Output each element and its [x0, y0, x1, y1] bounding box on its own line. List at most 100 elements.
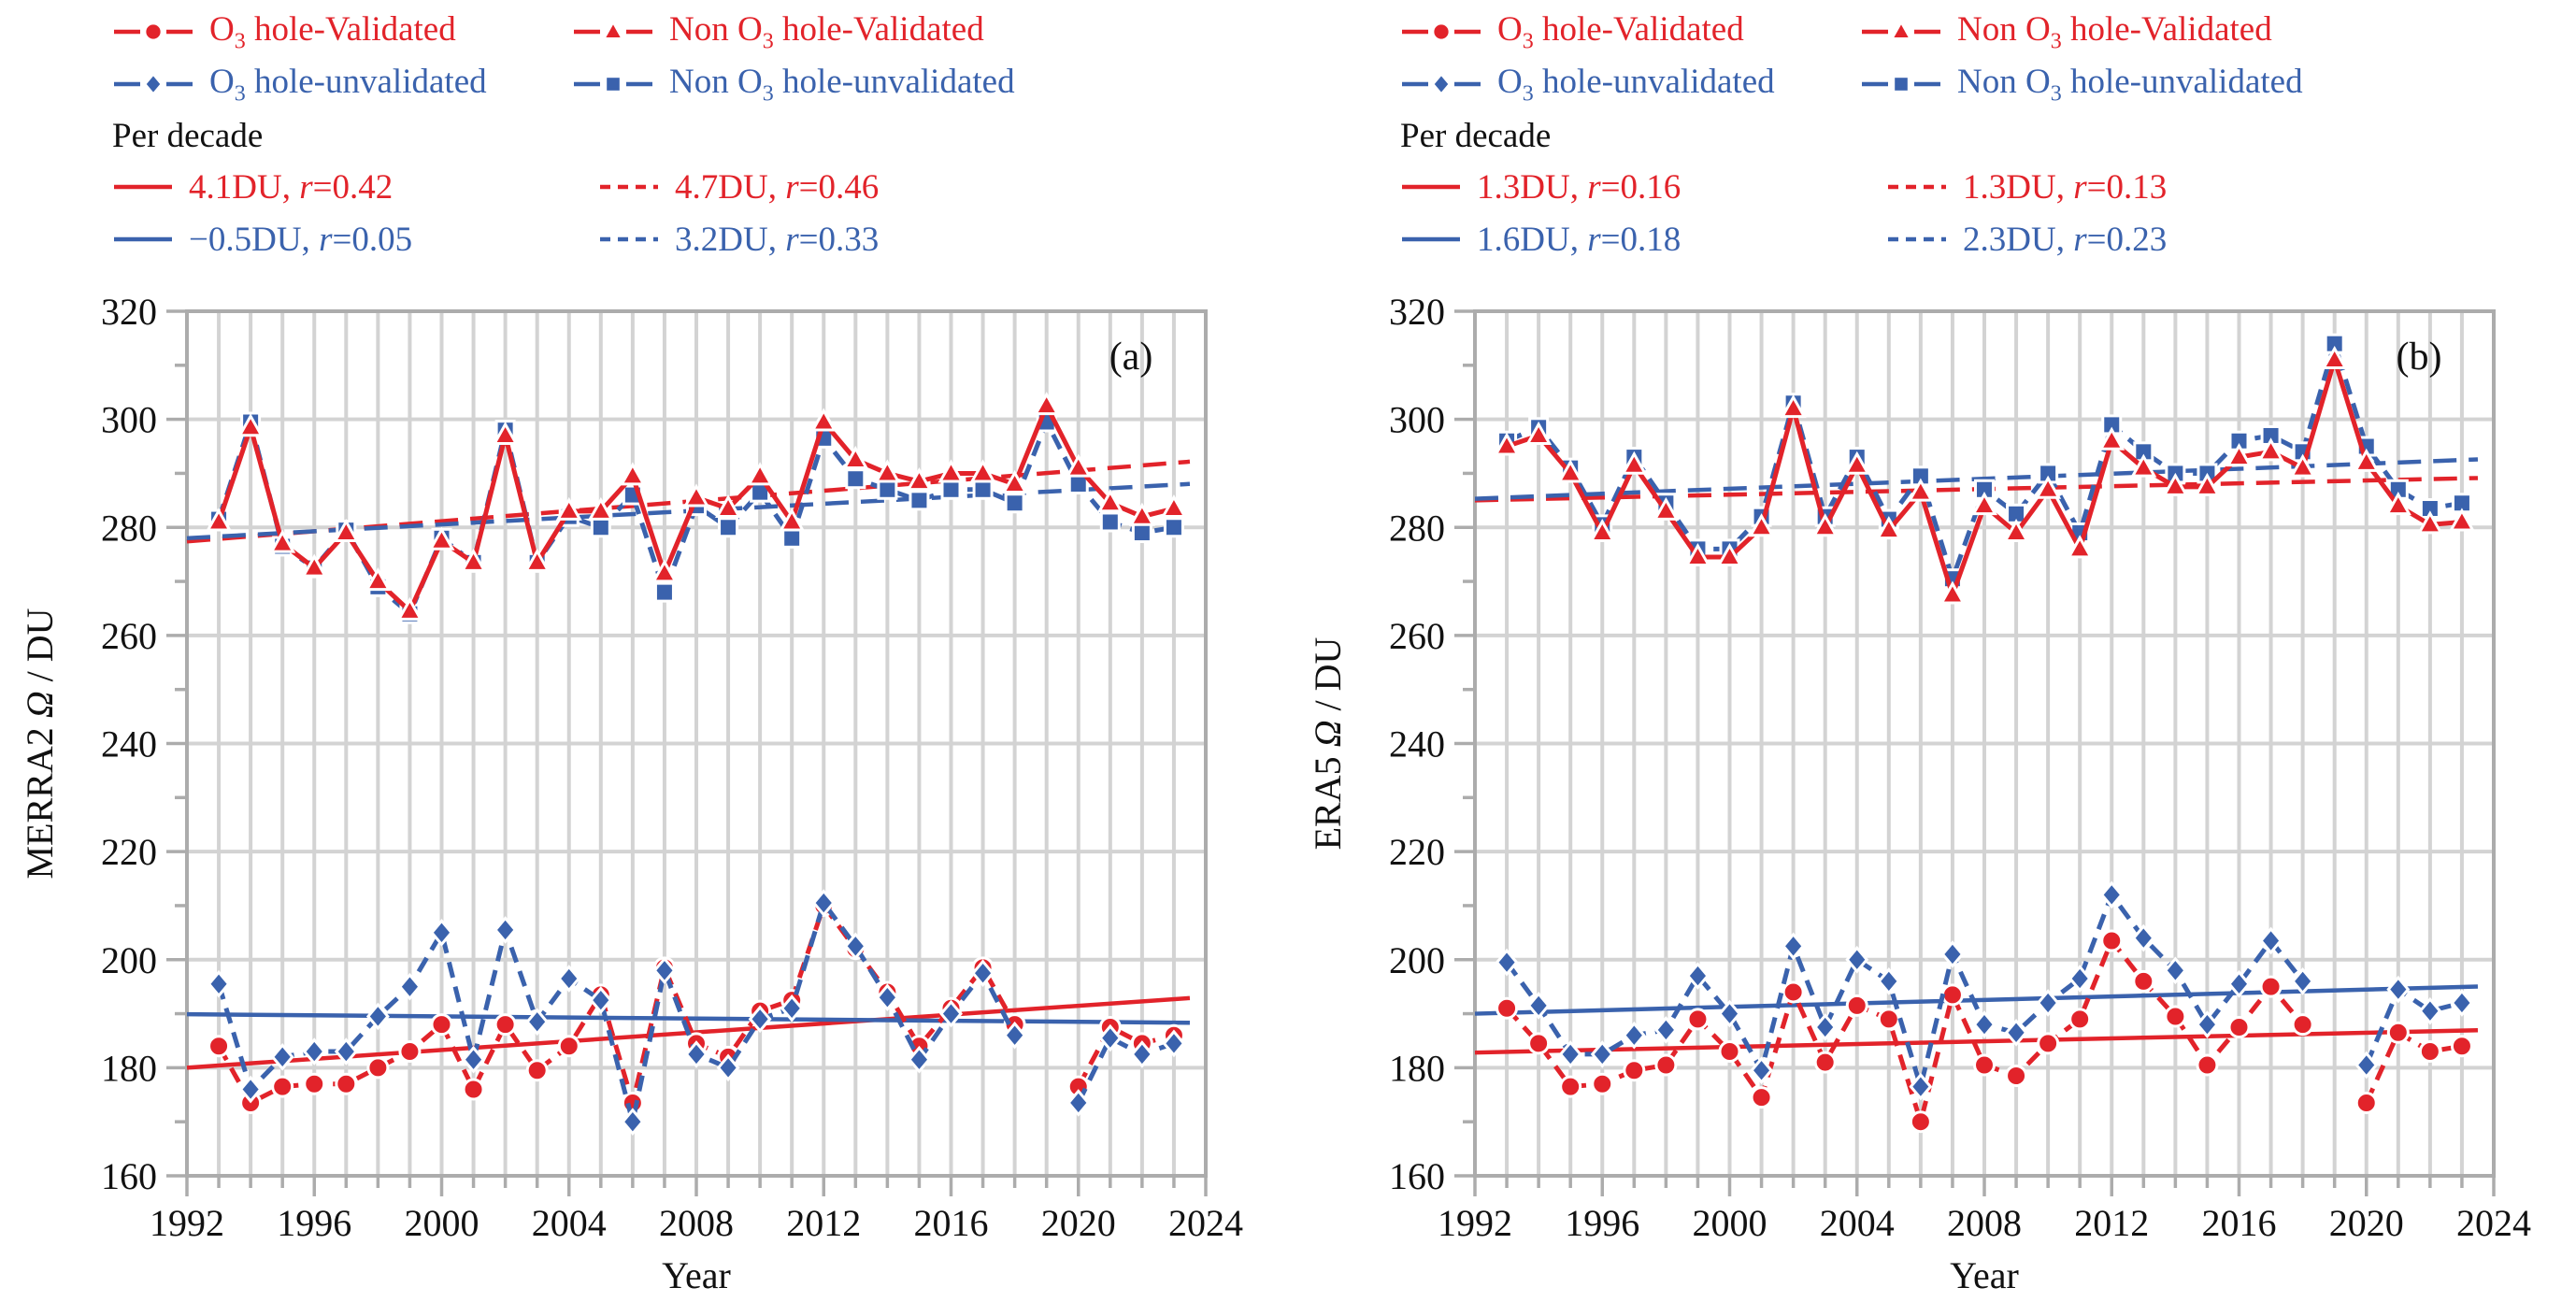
- triangle-marker-icon: [651, 559, 678, 583]
- legend-row: O3 hole-Validated Non O3 hole-Validated: [112, 6, 1015, 58]
- legend-entry-non_o3_validated: Non O3 hole-Validated: [1860, 9, 2272, 54]
- trend-stat-entry: 1.6DU, r=0.18: [1400, 220, 1886, 260]
- svg-text:2016: 2016: [914, 1202, 989, 1244]
- trend-stat-entry: 1.3DU, r=0.13: [1886, 167, 2167, 207]
- diamond-marker-icon: [1622, 1021, 1646, 1050]
- diamond-marker-icon: [2354, 1051, 2379, 1080]
- legend-series-label: O3 hole-unvalidated: [1497, 62, 1775, 107]
- diamond-marker-icon: [1130, 1040, 1154, 1068]
- trend-swatch: [598, 223, 660, 255]
- trend-stat-entry: 1.3DU, r=0.16: [1400, 167, 1886, 207]
- diamond-marker-icon: [843, 932, 867, 961]
- legend-series-label: O3 hole-Validated: [1497, 9, 1744, 54]
- triangle-marker-icon: [2035, 475, 2062, 499]
- diamond-marker-icon: [270, 1042, 294, 1071]
- panel-tag: (b): [2397, 336, 2442, 379]
- square-marker-icon: [590, 517, 611, 538]
- trend-stat-label: 1.6DU, r=0.18: [1477, 220, 1682, 259]
- trend-swatch: [1886, 223, 1948, 255]
- diamond-marker-icon: [1813, 1013, 1838, 1041]
- trend-stat-label: 1.3DU, r=0.13: [1963, 167, 2168, 207]
- circle-marker-icon: [1973, 1053, 1996, 1077]
- triangle-marker-icon: [2225, 443, 2253, 467]
- triangle-marker-icon: [2098, 426, 2125, 451]
- legend-swatch: [1860, 68, 1942, 100]
- series-o3-hole-validated: [1496, 929, 2473, 1134]
- diamond-marker-icon: [907, 1045, 931, 1074]
- circle-marker-icon: [335, 1072, 358, 1095]
- circle-marker-icon: [2132, 969, 2155, 993]
- diamond-marker-icon: [1431, 72, 1452, 96]
- triangle-marker-icon: [1843, 451, 1870, 475]
- triangle-marker-icon: [1525, 421, 1553, 445]
- svg-text:300: 300: [101, 399, 157, 441]
- circle-marker-icon: [1782, 980, 1805, 1004]
- triangle-marker-icon: [587, 496, 614, 521]
- triangle-marker-icon: [1939, 580, 1966, 605]
- dashed-trend-line-swatch-icon: [1888, 184, 1946, 190]
- square-marker-icon: [1131, 522, 1152, 544]
- diamond-marker-icon: [1162, 1029, 1186, 1058]
- triangle-marker-icon: [1494, 432, 1521, 456]
- svg-text:220: 220: [1389, 831, 1445, 873]
- diamond-marker-icon: [1940, 940, 1965, 968]
- diamond-marker-icon: [1909, 1072, 1933, 1101]
- triangle-marker-icon: [555, 496, 582, 521]
- trend-stat-entry: 4.7DU, r=0.46: [598, 167, 879, 207]
- diamond-marker-icon: [143, 72, 164, 96]
- triangle-marker-icon: [602, 20, 624, 40]
- legend-entry-non_o3_unvalidated: Non O3 hole-unvalidated: [572, 62, 1015, 107]
- diamond-marker-icon: [1782, 932, 1806, 961]
- svg-text:160: 160: [101, 1155, 157, 1197]
- diamond-marker-icon: [1877, 967, 1901, 995]
- triangle-marker-icon: [1128, 502, 1155, 526]
- triangle-marker-icon: [2448, 508, 2475, 532]
- square-marker-icon: [877, 479, 898, 500]
- series-non-o3-hole-validated: [206, 392, 1187, 621]
- legend-entry-o3_validated: O3 hole-Validated: [1400, 9, 1860, 54]
- svg-text:2008: 2008: [659, 1202, 734, 1244]
- diamond-marker-icon: [971, 959, 995, 988]
- diamond-marker-icon: [2163, 956, 2187, 985]
- circle-marker-icon: [2386, 1021, 2410, 1044]
- diamond-marker-icon: [716, 1053, 740, 1082]
- trend-stat-label: 2.3DU, r=0.23: [1963, 220, 2168, 259]
- circle-marker-icon: [1718, 1040, 1741, 1064]
- diamond-marker-icon: [1845, 945, 1869, 974]
- svg-text:220: 220: [101, 831, 157, 873]
- triangle-marker-icon: [1653, 496, 1680, 521]
- diamond-marker-icon: [397, 972, 422, 1001]
- triangle-marker-icon: [1875, 516, 1902, 540]
- triangle-marker-icon: [2416, 510, 2443, 535]
- circle-marker-icon: [1686, 1008, 1710, 1031]
- svg-text:1996: 1996: [1565, 1202, 1639, 1244]
- diamond-marker-icon: [430, 919, 453, 947]
- diamond-marker-icon: [2131, 923, 2155, 952]
- triangle-marker-icon: [1557, 459, 1584, 483]
- legend-block: O3 hole-Validated Non O3 hole-Validated O3…: [112, 6, 1015, 265]
- diamond-marker-icon: [1718, 999, 1741, 1028]
- square-marker-icon: [845, 468, 866, 490]
- triangle-marker-icon: [1096, 489, 1123, 513]
- svg-text:2004: 2004: [1820, 1202, 1895, 1244]
- series-o3-hole-unvalidated: [1495, 880, 2474, 1101]
- legend-entry-non_o3_validated: Non O3 hole-Validated: [572, 9, 984, 54]
- square-marker-icon: [781, 527, 803, 549]
- diamond-marker-icon: [1003, 1021, 1027, 1050]
- trend-stat-label: 4.7DU, r=0.46: [675, 167, 880, 207]
- legend-series-label: O3 hole-unvalidated: [209, 62, 487, 107]
- per-decade-label: Per decade: [1400, 116, 1552, 155]
- diamond-marker-icon: [875, 983, 899, 1012]
- diamond-marker-icon: [2036, 989, 2060, 1017]
- square-marker-icon: [1004, 493, 1025, 514]
- circle-marker-icon: [557, 1035, 580, 1058]
- circle-marker-swatch-icon: [114, 21, 193, 42]
- triangle-marker-icon: [492, 421, 519, 445]
- solid-trend-line-swatch-icon: [114, 184, 172, 190]
- svg-text:240: 240: [1389, 723, 1445, 765]
- series-o3-hole-unvalidated: [207, 889, 1186, 1137]
- svg-text:320: 320: [101, 291, 157, 333]
- triangle-marker-icon: [2194, 472, 2221, 496]
- triangle-marker-icon: [460, 548, 487, 572]
- svg-text:180: 180: [1389, 1047, 1445, 1089]
